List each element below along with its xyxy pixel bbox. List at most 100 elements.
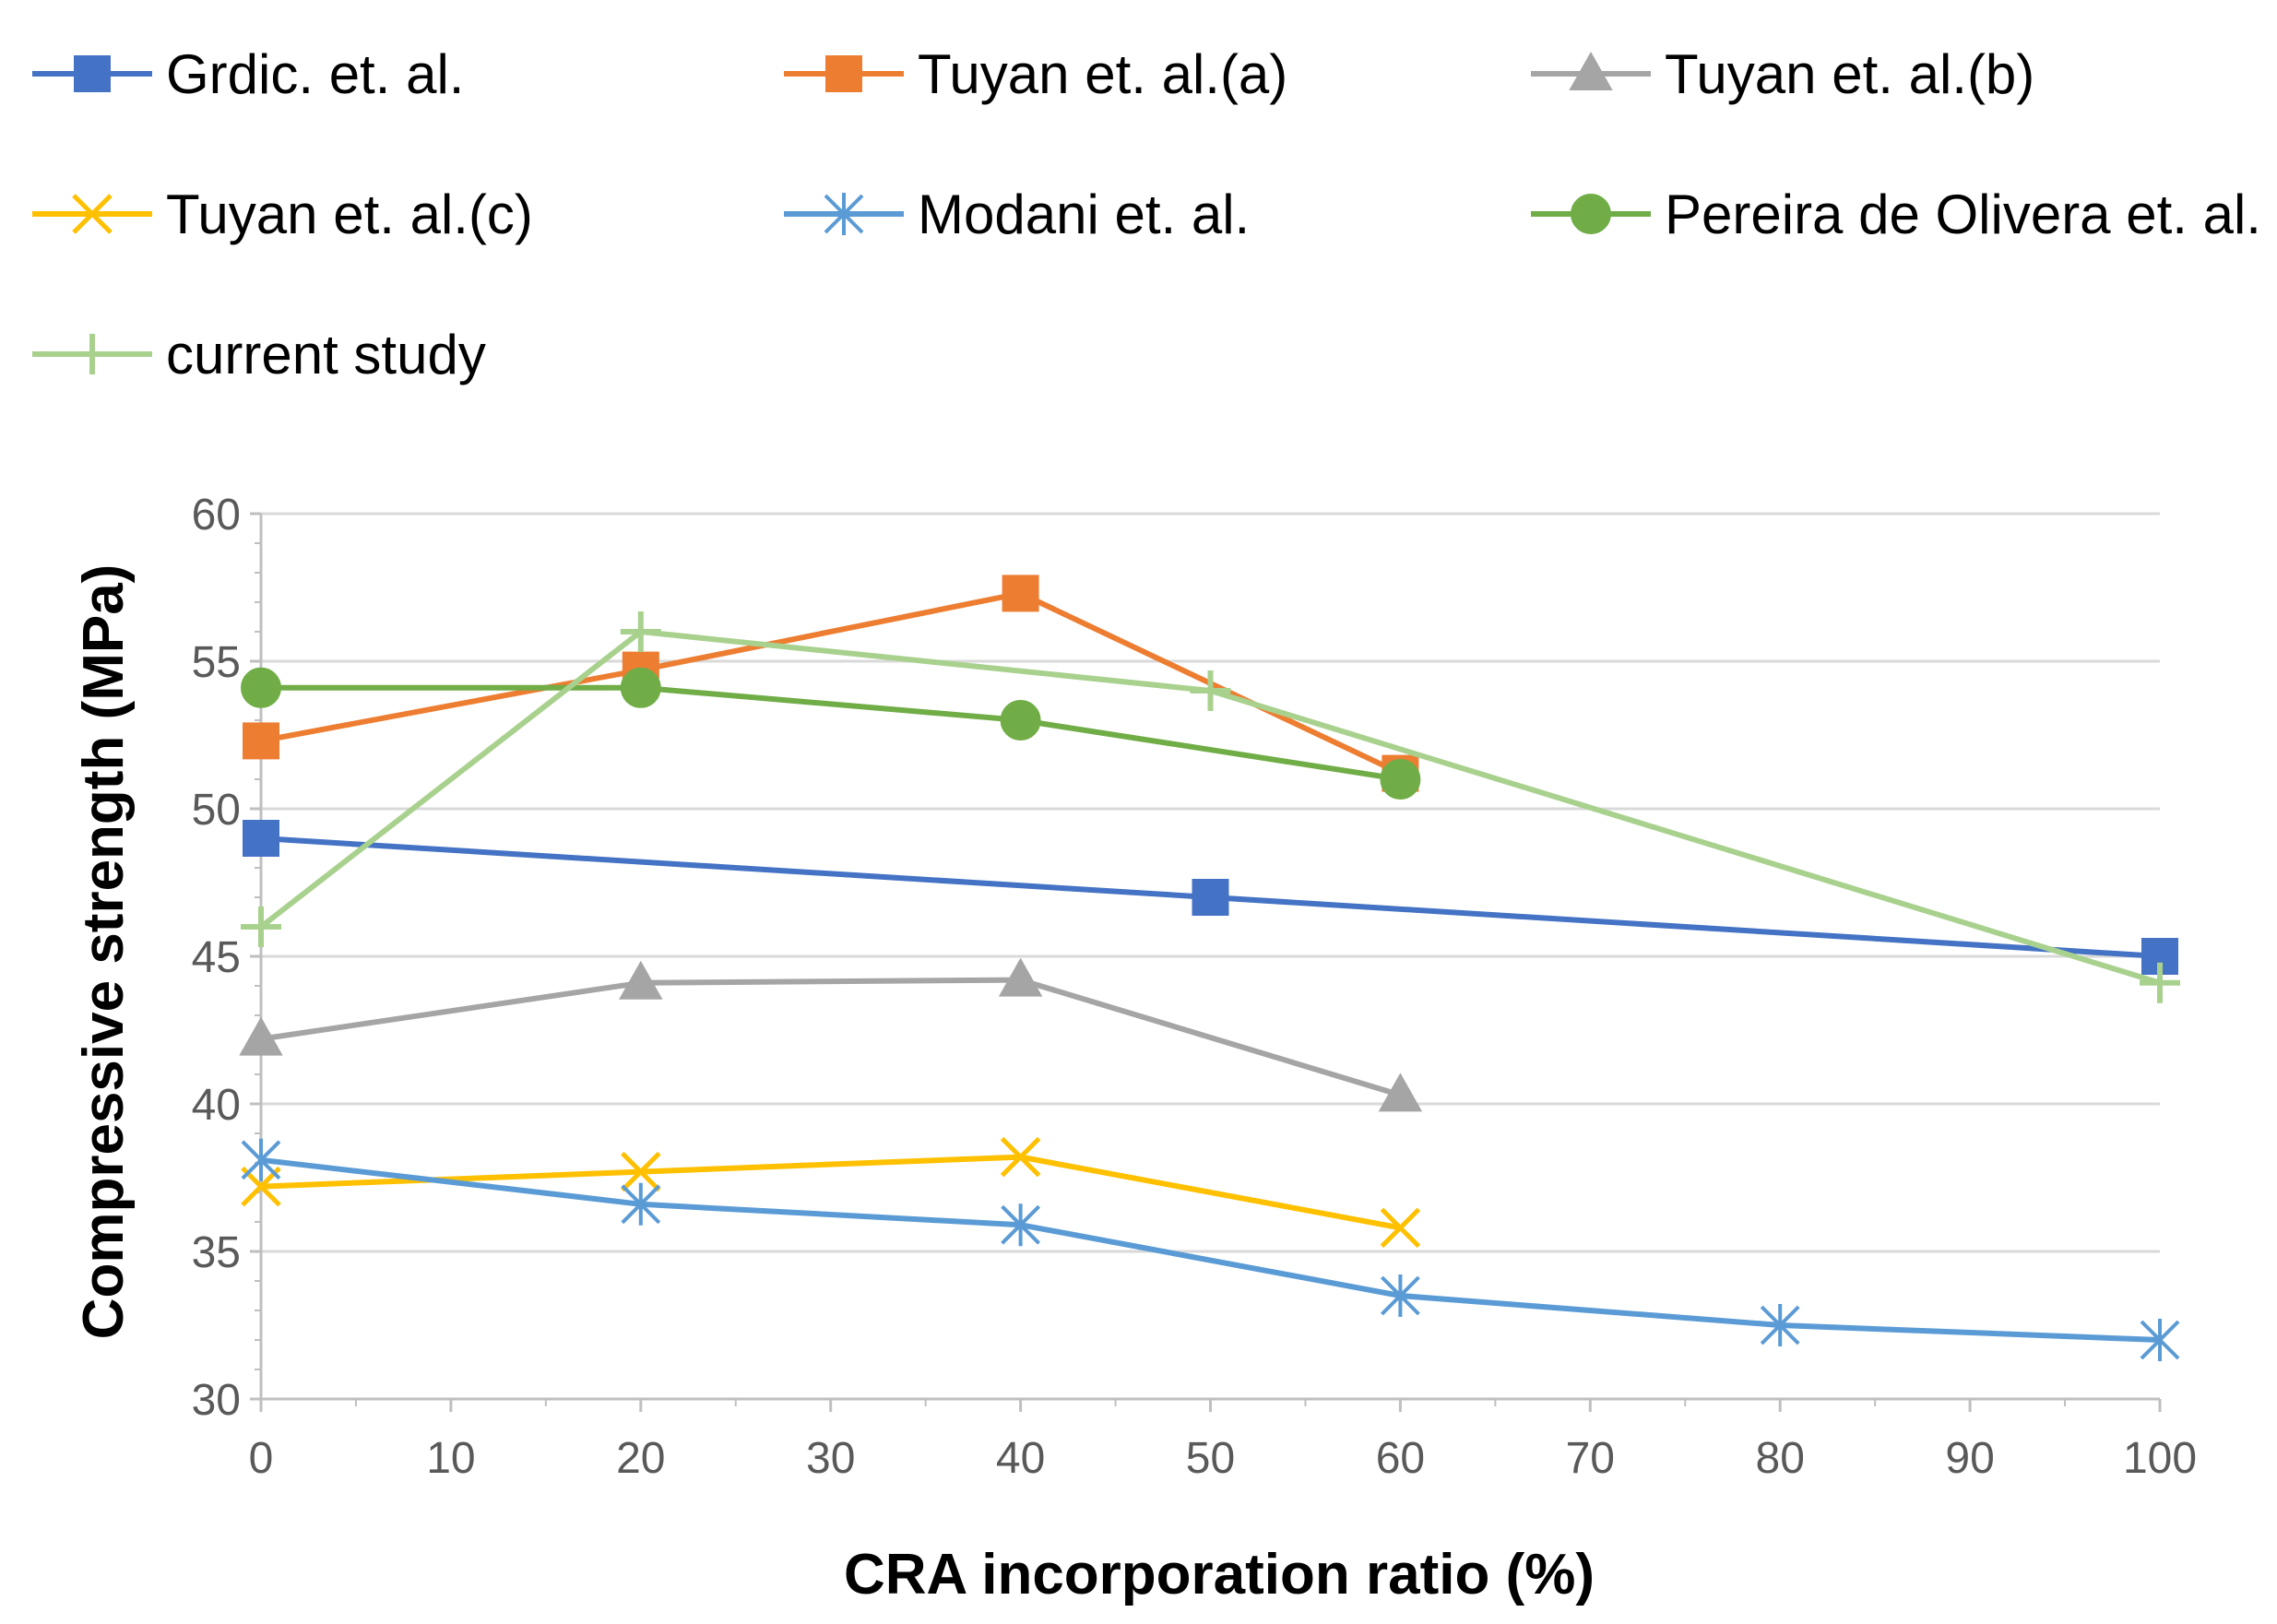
legend-label-pereira-de-olivera-et-al: Pereira de Olivera et. al. [1665,184,2261,245]
marker-asterisk [1001,1203,1041,1247]
marker-asterisk [2140,1319,2180,1361]
marker-square [243,722,279,760]
data-point-modani-et-al-40 [1001,1203,1041,1247]
legend-item-grdic-et-al: Grdic. et. al. [32,43,464,105]
series-grdic-et-al [243,820,2178,975]
data-point-pereira-de-olivera-et-al-0 [241,667,281,708]
data-point-pereira-de-olivera-et-al-60 [1380,759,1421,800]
marker-square [825,55,862,92]
y-tick-label-55: 55 [192,638,241,687]
marker-x [1000,1136,1041,1178]
data-point-tuyan-et-al-a-40 [1002,575,1039,612]
marker-triangle [1569,51,1613,90]
legend-label-tuyan-et-al-a: Tuyan et. al.(a) [918,43,1287,105]
series-pereira-de-olivera-et-al [241,667,1421,800]
x-tick-label-60: 60 [1376,1434,1425,1483]
y-tick-label-50: 50 [192,786,241,835]
marker-circle [1380,759,1421,800]
series-modani-et-al [241,1138,2180,1361]
y-tick-label-35: 35 [192,1228,241,1277]
legend-marker-tuyan-et-al-b [1569,51,1613,90]
data-point-tuyan-et-al-c-60 [1380,1207,1421,1249]
data-point-pereira-de-olivera-et-al-20 [620,667,661,708]
marker-asterisk [1760,1304,1800,1346]
y-axis-title: Compressive strength (MPa) [72,564,136,1340]
x-tick-label-90: 90 [1945,1434,1994,1483]
y-tick-label-30: 30 [192,1376,241,1425]
gridlines [261,512,2160,1253]
data-point-current-study-50 [1190,670,1231,711]
data-point-modani-et-al-60 [1380,1274,1420,1317]
marker-square [2141,938,2178,975]
marker-asterisk [621,1182,661,1226]
x-tick-label-100: 100 [2123,1434,2197,1483]
marker-plus [72,334,113,374]
legend-item-current-study: current study [32,324,486,385]
legend-marker-grdic-et-al [74,55,111,92]
data-point-current-study-20 [620,611,661,652]
data-point-tuyan-et-al-b-60 [1378,1073,1423,1112]
legend-label-grdic-et-al: Grdic. et. al. [166,43,464,105]
marker-square [1002,575,1039,612]
legend-label-modani-et-al: Modani et. al. [918,184,1250,245]
marker-x [72,194,113,234]
marker-asterisk [1380,1274,1420,1317]
legend-label-tuyan-et-al-c: Tuyan et. al.(c) [166,184,533,245]
series-line-current-study [259,629,2161,986]
marker-circle [1571,194,1611,234]
series-line-tuyan-et-al-b [260,977,1402,1098]
marker-square [1192,879,1229,916]
series-tuyan-et-al-b [239,957,1423,1112]
marker-plus [620,611,661,652]
series-line-modani-et-al [260,1156,2161,1343]
marker-square [74,55,111,92]
marker-triangle [1378,1073,1423,1112]
marker-circle [1000,700,1041,741]
marker-plus [241,907,281,947]
x-tick-label-10: 10 [426,1434,475,1483]
x-tick-label-20: 20 [616,1434,665,1483]
legend-marker-modani-et-al [824,193,864,235]
data-point-tuyan-et-al-b-0 [239,1016,283,1056]
marker-square [243,820,279,857]
legend: Grdic. et. al. Tuyan et. al.(a) Tuyan et. … [32,43,2261,385]
data-point-modani-et-al-100 [2140,1319,2180,1361]
data-point-tuyan-et-al-b-20 [619,960,663,1000]
x-tick-label-80: 80 [1756,1434,1805,1483]
data-point-pereira-de-olivera-et-al-40 [1000,700,1041,741]
series-line-tuyan-et-al-c [260,1154,1401,1231]
data-point-tuyan-et-al-a-0 [243,722,279,760]
series-tuyan-et-al-a [243,575,1419,792]
axes [250,512,2162,1412]
legend-item-tuyan-et-al-a: Tuyan et. al.(a) [784,43,1287,105]
data-point-tuyan-et-al-b-40 [998,957,1043,997]
series-line-tuyan-et-al-a [260,590,1402,776]
x-tick-label-70: 70 [1566,1434,1615,1483]
x-tick-label-30: 30 [806,1434,855,1483]
data-point-grdic-et-al-50 [1192,879,1229,916]
marker-triangle [998,957,1043,997]
legend-label-current-study: current study [166,324,486,385]
data-point-grdic-et-al-100 [2141,938,2178,975]
series-line-pereira-de-olivera-et-al [261,684,1401,782]
y-tick-label-45: 45 [192,933,241,982]
marker-circle [241,667,281,708]
x-tick-label-0: 0 [249,1434,274,1483]
data-point-tuyan-et-al-c-20 [621,1151,661,1192]
plot-area [239,575,2180,1361]
marker-asterisk [824,193,864,235]
series-tuyan-et-al-c [241,1136,1421,1249]
marker-asterisk [241,1138,281,1181]
marker-plus [1190,670,1231,711]
marker-plus [2140,962,2180,1003]
legend-marker-current-study [72,334,113,374]
data-point-current-study-0 [241,907,281,947]
data-point-modani-et-al-0 [241,1138,281,1181]
x-tick-label-40: 40 [996,1434,1045,1483]
marker-circle [620,667,661,708]
data-point-modani-et-al-80 [1760,1304,1800,1346]
data-point-tuyan-et-al-c-40 [1000,1136,1041,1178]
series-current-study [241,611,2180,1003]
y-tick-label-60: 60 [192,491,241,539]
